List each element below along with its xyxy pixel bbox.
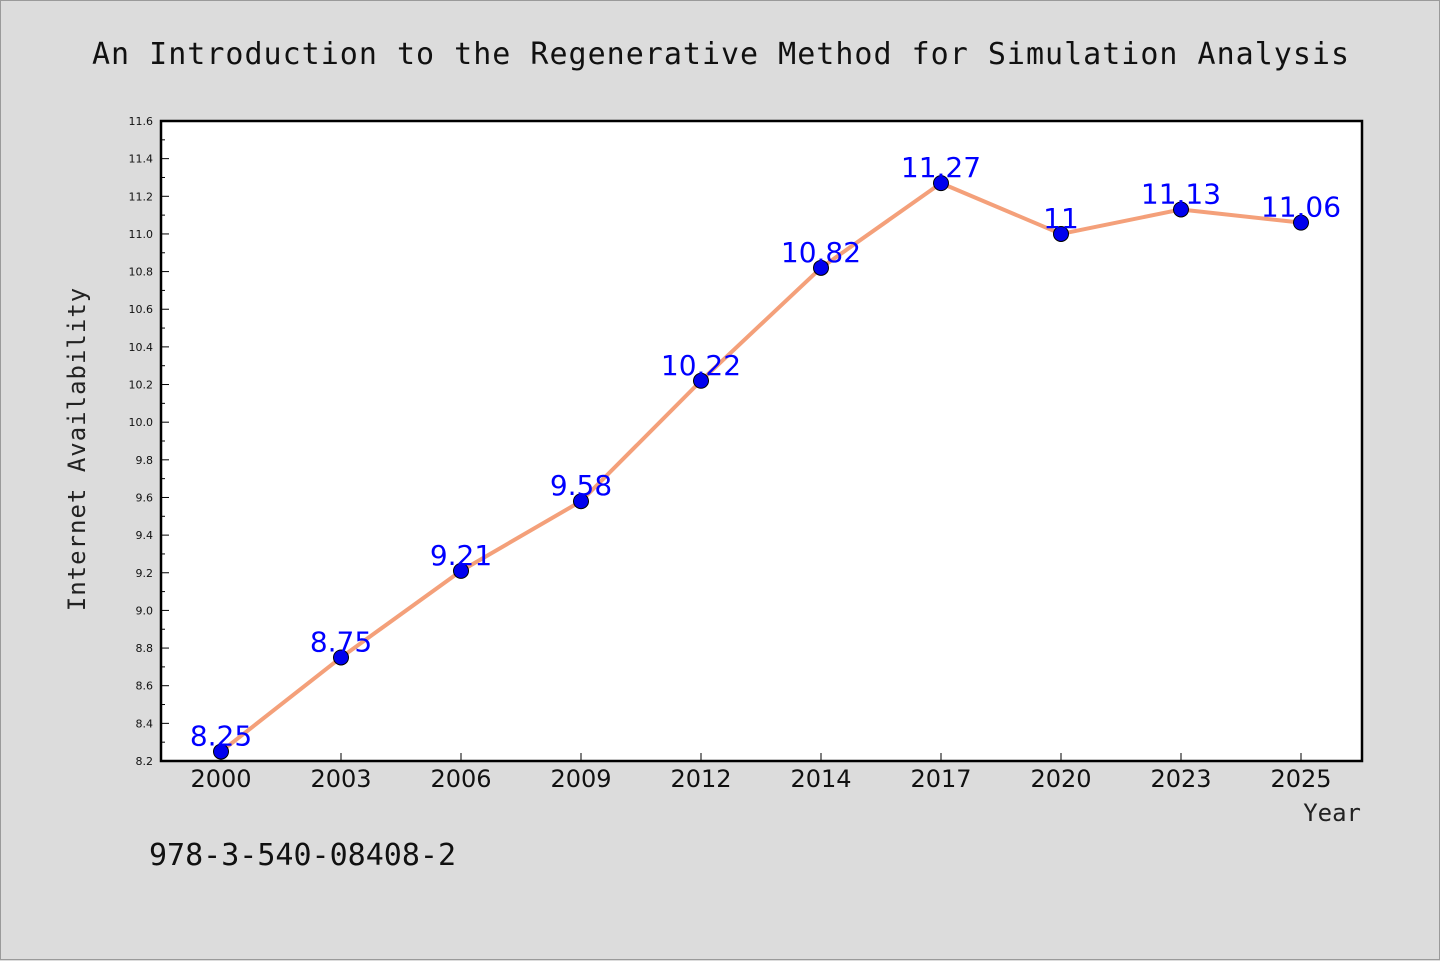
y-tick-label: 8.4 xyxy=(136,717,154,730)
y-tick-label: 9.8 xyxy=(136,454,154,467)
data-point xyxy=(813,259,829,276)
data-point xyxy=(213,743,229,760)
x-tick-label: 2017 xyxy=(910,765,971,793)
x-axis: 2000 2003 2006 2009 2012 2014 2017 2020 2023 2025 xyxy=(190,753,1332,793)
y-tick-label: 11.0 xyxy=(129,228,154,241)
x-tick-label: 2014 xyxy=(790,765,851,793)
series-line xyxy=(219,181,1303,754)
data-point xyxy=(1053,225,1069,242)
plot-area xyxy=(159,119,1364,763)
y-tick-label: 10.6 xyxy=(129,303,154,316)
y-tick-label: 10.8 xyxy=(129,266,154,279)
isbn-label: 978-3-540-08408-2 xyxy=(149,838,456,873)
x-tick-label: 2006 xyxy=(430,765,491,793)
x-tick-label: 2012 xyxy=(670,765,731,793)
y-tick-label: 10.4 xyxy=(129,341,154,354)
y-tick-label: 11.4 xyxy=(129,153,154,166)
y-tick-label: 9.2 xyxy=(136,567,154,580)
data-label: 8.25 xyxy=(190,720,252,753)
data-point xyxy=(1173,201,1189,218)
y-tick-label: 9.0 xyxy=(136,604,154,617)
series-layer xyxy=(213,175,1309,760)
data-label: 11 xyxy=(1043,202,1079,235)
y-tick-label: 10.0 xyxy=(129,416,154,429)
x-tick-label: 2000 xyxy=(190,765,251,793)
x-tick-label: 2003 xyxy=(310,765,371,793)
data-point xyxy=(1293,214,1309,231)
x-tick-label: 2025 xyxy=(1270,765,1331,793)
data-label-layer: 8.25 8.75 9.21 9.58 10.22 10.82 11.27 11 11.13 11… xyxy=(190,151,1341,752)
data-label: 9.58 xyxy=(550,469,612,502)
y-tick-label: 11.6 xyxy=(129,115,154,128)
data-point xyxy=(933,175,949,192)
data-label: 8.75 xyxy=(310,625,372,658)
y-tick-label: 9.4 xyxy=(136,529,154,542)
y-tick-label: 8.8 xyxy=(136,642,154,655)
data-point xyxy=(453,562,469,579)
data-point xyxy=(333,649,349,666)
chart-title: An Introduction to the Regenerative Meth… xyxy=(92,37,1350,72)
data-label: 11.13 xyxy=(1141,177,1221,210)
x-tick-label: 2009 xyxy=(550,765,611,793)
data-label: 11.27 xyxy=(901,151,981,184)
data-label: 9.21 xyxy=(430,539,492,572)
y-axis: 8.2 8.4 8.6 8.8 9.0 9.2 9.4 9.6 9.8 10.0 10.2 10.4 1… xyxy=(129,115,169,768)
data-label: 10.22 xyxy=(661,349,741,382)
x-tick-label: 2023 xyxy=(1150,765,1211,793)
x-axis-label: Year xyxy=(1303,799,1361,827)
data-label: 11.06 xyxy=(1261,191,1341,224)
y-tick-label: 9.6 xyxy=(136,491,154,504)
data-label: 10.82 xyxy=(781,236,861,269)
y-tick-label: 8.6 xyxy=(136,680,154,693)
data-point xyxy=(693,372,709,389)
y-tick-label: 8.2 xyxy=(136,755,154,768)
y-tick-label: 11.2 xyxy=(129,190,154,203)
x-tick-label: 2020 xyxy=(1030,765,1091,793)
data-point xyxy=(573,493,589,510)
y-tick-label: 10.2 xyxy=(129,379,154,392)
y-axis-label: Internet Availability xyxy=(63,287,91,611)
